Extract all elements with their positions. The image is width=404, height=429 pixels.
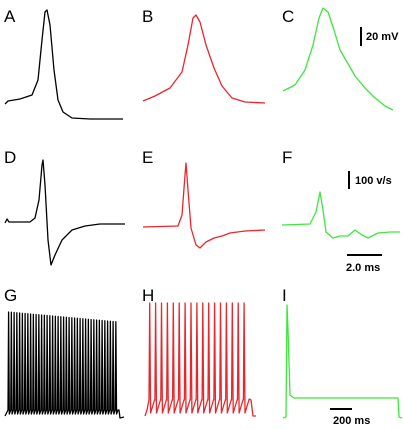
scale-label: 100 v/s: [355, 175, 392, 187]
scale-label: 2.0 ms: [346, 262, 380, 274]
panel-label: H: [142, 286, 154, 305]
trace: [142, 14, 266, 104]
panel-label: C: [282, 7, 294, 26]
panel-label: G: [4, 286, 17, 305]
trace: [282, 304, 403, 419]
trace: [282, 7, 394, 111]
trace: [4, 311, 125, 419]
trace: [4, 9, 123, 120]
trace: [144, 302, 256, 417]
panel-label: F: [282, 148, 292, 167]
trace: [142, 162, 266, 249]
panel-label: I: [282, 286, 287, 305]
panel-label: D: [4, 148, 16, 167]
trace: [4, 159, 125, 266]
scale-label: 200 ms: [333, 415, 370, 427]
trace: [281, 191, 400, 239]
panel-label: B: [142, 7, 153, 26]
panel-label: A: [4, 7, 16, 26]
scale-label: 20 mV: [366, 31, 399, 43]
panel-label: E: [142, 148, 153, 167]
